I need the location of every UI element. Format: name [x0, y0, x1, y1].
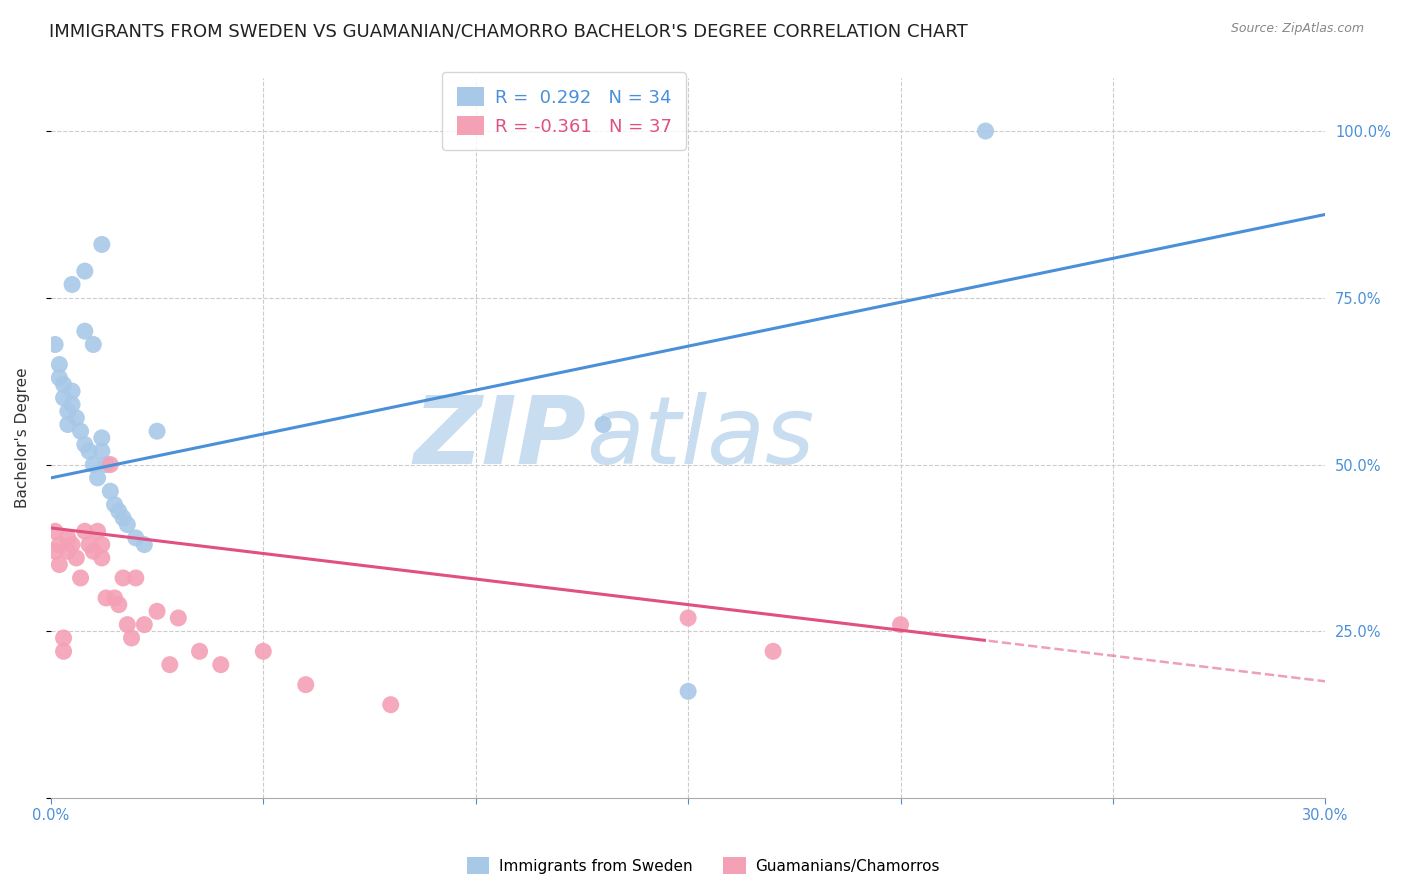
Point	[117, 517, 139, 532]
Point	[90, 431, 112, 445]
Text: ZIP: ZIP	[413, 392, 586, 483]
Point	[60, 277, 83, 292]
Point	[48, 358, 70, 372]
Point	[134, 538, 156, 552]
Point	[146, 424, 169, 438]
Legend: R =  0.292   N = 34, R = -0.361   N = 37: R = 0.292 N = 34, R = -0.361 N = 37	[443, 72, 686, 150]
Point	[98, 458, 121, 472]
Point	[90, 538, 112, 552]
Point	[188, 644, 211, 658]
Point	[52, 377, 75, 392]
Point	[82, 337, 104, 351]
Point	[77, 444, 100, 458]
Point	[69, 424, 91, 438]
Point	[90, 550, 112, 565]
Point	[73, 437, 96, 451]
Point	[60, 384, 83, 399]
Point	[252, 644, 274, 658]
Text: IMMIGRANTS FROM SWEDEN VS GUAMANIAN/CHAMORRO BACHELOR'S DEGREE CORRELATION CHART: IMMIGRANTS FROM SWEDEN VS GUAMANIAN/CHAM…	[49, 22, 967, 40]
Point	[52, 644, 75, 658]
Point	[294, 678, 316, 692]
Text: Source: ZipAtlas.com: Source: ZipAtlas.com	[1230, 22, 1364, 36]
Point	[48, 371, 70, 385]
Point	[60, 538, 83, 552]
Point	[77, 538, 100, 552]
Point	[762, 644, 785, 658]
Point	[73, 264, 96, 278]
Point	[103, 591, 125, 605]
Point	[167, 611, 190, 625]
Point	[73, 324, 96, 338]
Point	[52, 631, 75, 645]
Point	[65, 410, 87, 425]
Point	[52, 391, 75, 405]
Point	[82, 544, 104, 558]
Point	[676, 684, 699, 698]
Point	[112, 571, 135, 585]
Point	[86, 524, 108, 539]
Point	[60, 398, 83, 412]
Point	[56, 404, 79, 418]
Point	[125, 531, 148, 545]
Point	[108, 598, 131, 612]
Point	[108, 504, 131, 518]
Point	[44, 337, 66, 351]
Point	[890, 617, 912, 632]
Point	[56, 531, 79, 545]
Point	[103, 498, 125, 512]
Point	[117, 617, 139, 632]
Point	[48, 558, 70, 572]
Point	[48, 538, 70, 552]
Point	[146, 604, 169, 618]
Point	[86, 471, 108, 485]
Point	[974, 124, 997, 138]
Point	[44, 524, 66, 539]
Point	[112, 511, 135, 525]
Point	[82, 458, 104, 472]
Point	[159, 657, 181, 672]
Point	[69, 571, 91, 585]
Point	[134, 617, 156, 632]
Point	[56, 417, 79, 432]
Point	[121, 631, 143, 645]
Point	[56, 544, 79, 558]
Point	[380, 698, 402, 712]
Y-axis label: Bachelor's Degree: Bachelor's Degree	[15, 368, 30, 508]
Legend: Immigrants from Sweden, Guamanians/Chamorros: Immigrants from Sweden, Guamanians/Chamo…	[461, 851, 945, 880]
Point	[44, 544, 66, 558]
Point	[94, 458, 117, 472]
Point	[209, 657, 232, 672]
Point	[98, 484, 121, 499]
Point	[90, 237, 112, 252]
Point	[592, 417, 614, 432]
Point	[125, 571, 148, 585]
Point	[65, 550, 87, 565]
Point	[73, 524, 96, 539]
Point	[676, 611, 699, 625]
Point	[94, 591, 117, 605]
Point	[90, 444, 112, 458]
Text: atlas: atlas	[586, 392, 814, 483]
